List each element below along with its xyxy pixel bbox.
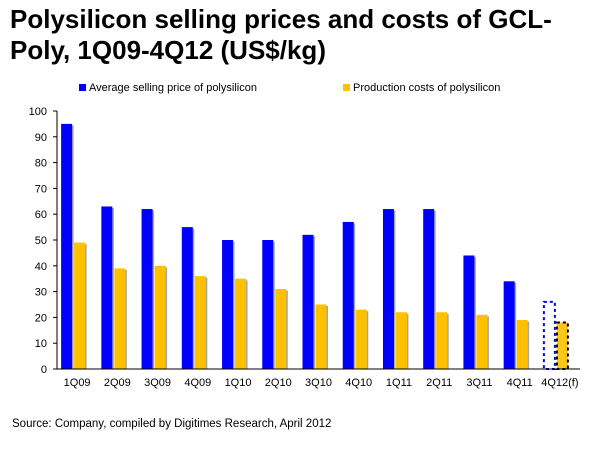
x-tick-label: 1Q09 <box>64 377 91 389</box>
y-tick-label: 40 <box>35 261 47 273</box>
x-tick-label: 2Q10 <box>265 377 292 389</box>
bar <box>74 242 86 369</box>
x-tick-label: 2Q09 <box>104 377 131 389</box>
bar <box>382 209 394 369</box>
bar <box>342 221 354 369</box>
y-tick-label: 60 <box>35 209 47 221</box>
x-tick-label: 1Q11 <box>386 377 412 389</box>
bar <box>262 240 274 369</box>
bar <box>194 276 206 369</box>
bar <box>302 234 314 369</box>
bar <box>315 304 327 369</box>
x-tick-label: 4Q11 <box>507 377 533 389</box>
y-tick-label: 20 <box>35 312 47 324</box>
y-tick-label: 80 <box>35 158 47 170</box>
y-tick-label: 90 <box>35 132 47 144</box>
bar <box>355 309 367 369</box>
bar <box>516 319 528 369</box>
source-note: Source: Company, compiled by Digitimes R… <box>12 418 332 430</box>
bar <box>114 268 126 369</box>
bar <box>463 255 475 369</box>
legend: Average selling price of polysilicon Prod… <box>79 82 500 94</box>
legend-swatch <box>343 84 350 91</box>
y-tick-label: 0 <box>41 364 47 376</box>
x-axis: 1Q09 2Q09 3Q09 4Q09 1Q10 2Q10 3Q10 4Q10 1Q11 2Q11… <box>57 368 580 389</box>
legend-swatch <box>79 84 86 91</box>
bar <box>101 206 113 369</box>
bar <box>181 227 193 369</box>
x-tick-label: 4Q12(f) <box>541 377 578 389</box>
x-tick-label: 2Q11 <box>426 377 452 389</box>
bar <box>436 312 448 369</box>
bar <box>503 281 515 369</box>
legend-label: Average selling price of polysilicon <box>89 82 257 94</box>
bar-forecast <box>555 321 569 370</box>
bar-forecast <box>542 300 556 371</box>
bars <box>61 123 569 371</box>
bar <box>476 314 488 369</box>
x-tick-label: 3Q10 <box>305 377 332 389</box>
y-tick-label: 30 <box>35 287 47 299</box>
bar <box>235 278 247 369</box>
y-tick-label: 100 <box>29 106 47 118</box>
x-tick-label: 1Q10 <box>225 377 252 389</box>
chart-title: Polysilicon selling prices and costs of … <box>10 4 552 65</box>
x-tick-label: 3Q09 <box>144 377 171 389</box>
x-tick-label: 3Q11 <box>466 377 492 389</box>
bar <box>395 312 407 369</box>
bar <box>61 123 73 370</box>
bar <box>275 289 287 369</box>
y-tick-label: 10 <box>35 338 47 350</box>
bar <box>154 265 166 369</box>
legend-label: Production costs of polysilicon <box>353 82 500 94</box>
y-tick-label: 50 <box>35 235 47 247</box>
x-tick-label: 4Q10 <box>345 377 372 389</box>
y-axis: 0 10 20 30 40 50 60 70 80 90 100 <box>29 106 58 376</box>
y-tick-label: 70 <box>35 183 47 195</box>
bar <box>222 240 234 369</box>
x-tick-label: 4Q09 <box>184 377 211 389</box>
bar <box>423 209 435 369</box>
bar <box>141 209 153 369</box>
